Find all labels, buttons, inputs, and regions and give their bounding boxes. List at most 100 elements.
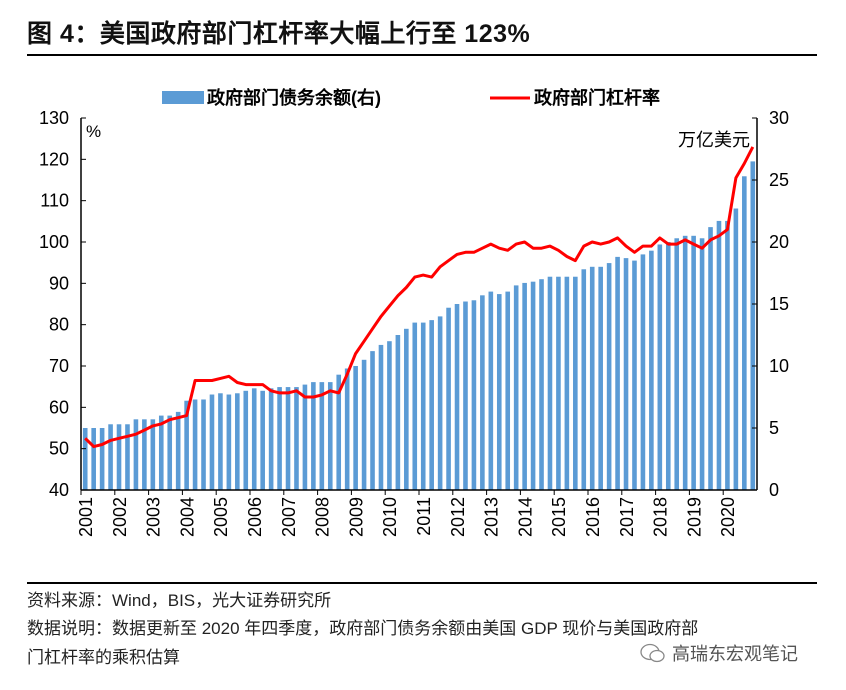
- x-tick-label: 2004: [177, 497, 197, 537]
- bar: [285, 387, 291, 490]
- bar: [564, 276, 570, 490]
- bar: [209, 394, 215, 490]
- bar: [294, 387, 299, 490]
- x-tick-label: 2005: [211, 497, 231, 537]
- axes: 40 50 60 70 80 90 100 110 120 130 0 5 10 15 20 25 30 2001…: [39, 108, 789, 537]
- bar: [277, 387, 282, 490]
- bar: [192, 399, 198, 490]
- bar: [750, 161, 756, 490]
- wechat-icon: [640, 643, 665, 663]
- bar: [657, 244, 663, 490]
- bar: [674, 238, 680, 490]
- bar: [218, 393, 223, 490]
- figure-title: 图 4：美国政府部门杠杆率大幅上行至 123%: [27, 20, 531, 48]
- x-tick-label: 2014: [515, 497, 535, 537]
- bar: [226, 394, 232, 490]
- bar: [463, 301, 468, 490]
- bar: [167, 415, 173, 490]
- bar: [581, 269, 587, 490]
- bar: [665, 242, 671, 490]
- x-tick-label: 2007: [279, 497, 299, 537]
- bar: [742, 176, 747, 490]
- bar: [733, 208, 739, 490]
- x-tick-label: 2008: [313, 497, 333, 537]
- x-tick-label: 2009: [346, 497, 366, 537]
- right-tick-label: 0: [769, 480, 779, 500]
- bar: [99, 428, 105, 490]
- bar: [623, 258, 629, 490]
- right-unit-label: 万亿美元: [678, 130, 750, 150]
- bar: [530, 281, 536, 490]
- bar: [589, 266, 595, 490]
- x-tick-label: 2015: [549, 497, 569, 537]
- left-tick-label: 80: [49, 315, 69, 335]
- bar: [302, 384, 308, 490]
- x-tick-label: 2002: [110, 497, 130, 537]
- bar: [480, 295, 485, 490]
- bar: [125, 424, 130, 490]
- x-tick-label: 2020: [718, 497, 738, 537]
- x-tick-label: 2016: [583, 497, 603, 537]
- bar: [496, 294, 502, 490]
- bar: [235, 393, 240, 490]
- bar: [404, 328, 409, 490]
- bar: [361, 359, 367, 490]
- bar: [142, 419, 147, 490]
- left-tick-label: 90: [49, 273, 69, 293]
- bar: [682, 235, 688, 490]
- bar: [725, 220, 730, 491]
- bar: [91, 428, 96, 490]
- bar: [260, 390, 265, 490]
- bar: [547, 276, 553, 490]
- bar: [615, 256, 620, 490]
- bar: [437, 316, 443, 490]
- bar: [378, 344, 384, 490]
- legend-label-leverage: 政府部门杠杆率: [534, 87, 660, 108]
- bar: [344, 368, 350, 490]
- source-divider: [27, 582, 817, 584]
- source-text: 资料来源：Wind，BIS，光大证券研究所: [27, 591, 332, 610]
- bar: [158, 415, 164, 490]
- bar: [699, 238, 705, 490]
- left-tick-label: 100: [39, 232, 69, 252]
- watermark-text: 高瑞东宏观笔记: [672, 644, 798, 664]
- bar-series: [82, 161, 756, 491]
- bar: [175, 411, 181, 490]
- left-tick-label: 40: [49, 480, 69, 500]
- x-tick-label: 2006: [245, 497, 265, 537]
- x-tick-label: 2011: [414, 497, 434, 536]
- line-series-leverage: [84, 146, 755, 449]
- right-tick-label: 15: [769, 294, 789, 314]
- bar: [370, 351, 375, 490]
- bar: [446, 307, 451, 490]
- bar: [598, 266, 603, 490]
- bar: [327, 382, 333, 490]
- left-tick-label: 60: [49, 397, 69, 417]
- bar: [632, 260, 637, 490]
- bar: [488, 291, 494, 490]
- right-tick-label: 5: [769, 418, 779, 438]
- bar: [606, 263, 612, 490]
- bar: [387, 341, 392, 490]
- legend: 政府部门债务余额(右) 政府部门杠杆率: [162, 87, 660, 108]
- bar: [251, 388, 257, 490]
- bar: [268, 388, 274, 490]
- note-line-1: 数据说明：数据更新至 2020 年四季度，政府部门债务余额由美国 GDP 现价与…: [27, 619, 699, 638]
- right-tick-label: 30: [769, 108, 789, 128]
- x-tick-label: 2012: [448, 497, 468, 537]
- right-tick-label: 25: [769, 170, 789, 190]
- bar: [319, 382, 325, 490]
- legend-swatch-debt: [162, 91, 204, 104]
- bar: [420, 322, 426, 490]
- bar: [336, 374, 342, 490]
- bar: [150, 419, 156, 490]
- left-tick-label: 50: [49, 439, 69, 459]
- right-tick-label: 20: [769, 232, 789, 252]
- left-tick-label: 120: [39, 149, 69, 169]
- legend-label-debt: 政府部门债务余额(右): [207, 87, 381, 108]
- left-tick-label: 130: [39, 108, 69, 128]
- bar: [640, 254, 646, 490]
- bar: [513, 285, 519, 490]
- bar: [708, 227, 713, 490]
